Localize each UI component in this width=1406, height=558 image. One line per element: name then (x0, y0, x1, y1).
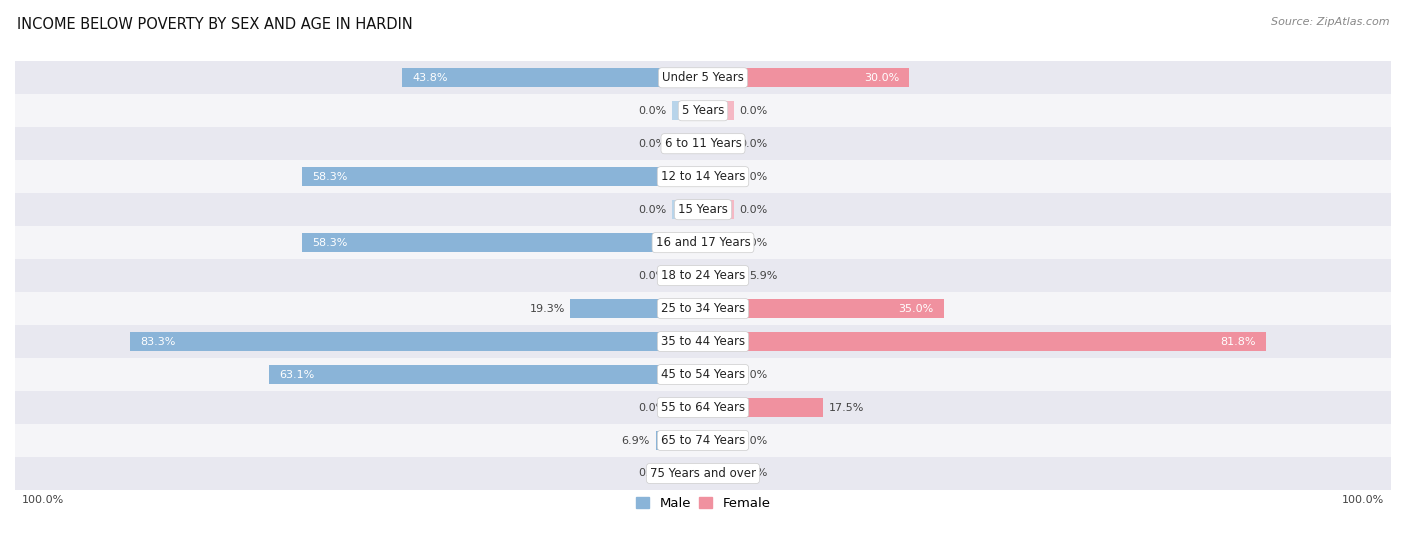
Bar (703, 398, 824, 417)
Bar (703, 266, 744, 285)
Text: 43.8%: 43.8% (412, 73, 447, 83)
Bar (15, 292, 1391, 325)
Bar (703, 266, 744, 285)
Bar (15, 160, 1391, 193)
Bar (571, 299, 703, 318)
Bar (15, 94, 1391, 127)
Text: 45 to 54 Years: 45 to 54 Years (661, 368, 745, 381)
Bar (703, 332, 1265, 351)
Text: 12 to 14 Years: 12 to 14 Years (661, 170, 745, 183)
Bar (703, 68, 910, 88)
Bar (672, 200, 703, 219)
Bar (302, 233, 703, 252)
Bar (402, 68, 703, 88)
Bar (672, 266, 703, 285)
Bar (703, 134, 734, 153)
Text: 35 to 44 Years: 35 to 44 Years (661, 335, 745, 348)
Bar (15, 325, 1391, 358)
Text: 55 to 64 Years: 55 to 64 Years (661, 401, 745, 414)
Text: 0.0%: 0.0% (638, 402, 666, 412)
Bar (672, 134, 703, 153)
Text: 25 to 34 Years: 25 to 34 Years (661, 302, 745, 315)
Bar (703, 167, 734, 186)
Bar (15, 358, 1391, 391)
Bar (672, 398, 703, 417)
Text: 16 and 17 Years: 16 and 17 Years (655, 236, 751, 249)
Bar (703, 299, 943, 318)
Text: 100.0%: 100.0% (22, 495, 65, 505)
Bar (269, 365, 703, 384)
Text: 58.3%: 58.3% (312, 238, 347, 248)
Text: 0.0%: 0.0% (740, 238, 768, 248)
Text: Under 5 Years: Under 5 Years (662, 71, 744, 84)
Text: 0.0%: 0.0% (740, 172, 768, 182)
Bar (703, 299, 943, 318)
Text: 0.0%: 0.0% (638, 139, 666, 149)
Bar (15, 193, 1391, 226)
Text: 3.7%: 3.7% (740, 469, 768, 478)
Text: 63.1%: 63.1% (280, 369, 315, 379)
Bar (15, 391, 1391, 424)
Text: INCOME BELOW POVERTY BY SEX AND AGE IN HARDIN: INCOME BELOW POVERTY BY SEX AND AGE IN H… (17, 17, 412, 32)
Bar (703, 332, 1265, 351)
Text: 6.9%: 6.9% (621, 435, 650, 445)
Text: 17.5%: 17.5% (830, 402, 865, 412)
Bar (129, 332, 703, 351)
Text: 5 Years: 5 Years (682, 104, 724, 117)
Bar (15, 61, 1391, 94)
Text: 0.0%: 0.0% (740, 205, 768, 215)
Text: 58.3%: 58.3% (312, 172, 347, 182)
Bar (703, 101, 734, 121)
Text: 30.0%: 30.0% (863, 73, 898, 83)
Text: 0.0%: 0.0% (740, 369, 768, 379)
Bar (269, 365, 703, 384)
Text: 0.0%: 0.0% (638, 469, 666, 478)
Bar (703, 365, 734, 384)
Bar (703, 398, 824, 417)
Text: 0.0%: 0.0% (638, 205, 666, 215)
Text: 19.3%: 19.3% (529, 304, 565, 314)
Text: 65 to 74 Years: 65 to 74 Years (661, 434, 745, 447)
Bar (672, 101, 703, 121)
Bar (402, 68, 703, 88)
Text: 15 Years: 15 Years (678, 203, 728, 216)
Text: 5.9%: 5.9% (749, 271, 778, 281)
Bar (703, 431, 734, 450)
Bar (129, 332, 703, 351)
Bar (302, 167, 703, 186)
Text: 0.0%: 0.0% (740, 435, 768, 445)
Bar (703, 464, 734, 483)
Text: Source: ZipAtlas.com: Source: ZipAtlas.com (1271, 17, 1389, 27)
Text: 18 to 24 Years: 18 to 24 Years (661, 269, 745, 282)
Bar (655, 431, 703, 450)
Text: 0.0%: 0.0% (740, 106, 768, 116)
Text: 100.0%: 100.0% (1341, 495, 1384, 505)
Text: 81.8%: 81.8% (1220, 336, 1256, 347)
Bar (703, 233, 734, 252)
Bar (15, 127, 1391, 160)
Bar (703, 200, 734, 219)
Bar (672, 464, 703, 483)
Bar (15, 259, 1391, 292)
Bar (655, 431, 703, 450)
Bar (15, 424, 1391, 457)
Bar (571, 299, 703, 318)
Text: 35.0%: 35.0% (898, 304, 934, 314)
Bar (302, 233, 703, 252)
Bar (703, 68, 910, 88)
Text: 83.3%: 83.3% (141, 336, 176, 347)
Bar (15, 226, 1391, 259)
Text: 0.0%: 0.0% (638, 271, 666, 281)
Text: 0.0%: 0.0% (740, 139, 768, 149)
Bar (15, 457, 1391, 490)
Text: 6 to 11 Years: 6 to 11 Years (665, 137, 741, 150)
Text: 75 Years and over: 75 Years and over (650, 467, 756, 480)
Legend: Male, Female: Male, Female (630, 492, 776, 515)
Bar (302, 167, 703, 186)
Text: 0.0%: 0.0% (638, 106, 666, 116)
